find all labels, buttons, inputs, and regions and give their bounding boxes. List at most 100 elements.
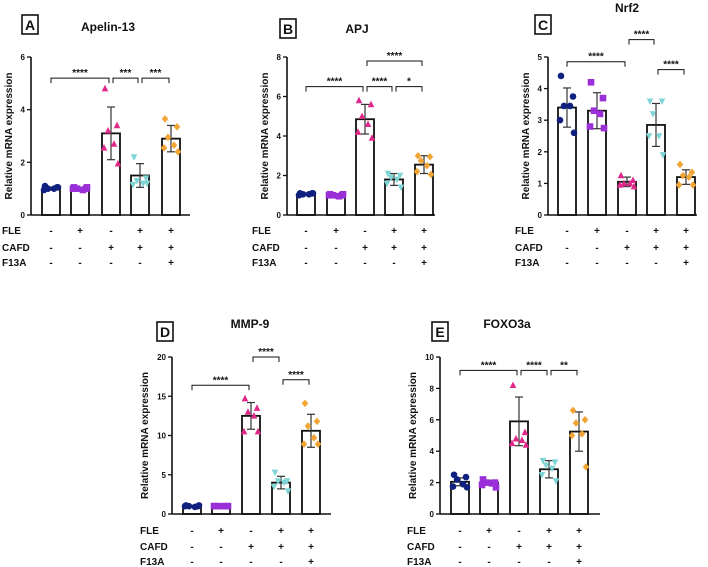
data-point-circle bbox=[566, 102, 574, 110]
treatment-row-label: F13A bbox=[407, 557, 431, 567]
data-point-diamond bbox=[173, 122, 181, 131]
data-point-triangle-down bbox=[393, 176, 401, 184]
data-point-triangle-down bbox=[387, 174, 395, 182]
significance-label: **** bbox=[372, 77, 388, 88]
treatment-sign: + bbox=[218, 526, 224, 537]
data-point-triangle-up bbox=[509, 381, 517, 389]
data-point-diamond bbox=[685, 173, 693, 181]
data-point-circle bbox=[557, 72, 565, 80]
data-point-square bbox=[220, 502, 228, 510]
treatment-sign: - bbox=[219, 557, 222, 567]
panel-d: D MMP-9 0 5 10 15 20 Relative mRNA expression **… bbox=[140, 317, 331, 567]
data-point-triangle-up bbox=[368, 134, 376, 141]
panel-a: A Apelin-13 0 2 4 6 Relative mRNA expression **… bbox=[2, 14, 190, 269]
treatment-sign: - bbox=[392, 258, 395, 269]
data-point-triangle-down bbox=[280, 479, 288, 487]
treatment-sign: - bbox=[654, 258, 657, 269]
treatment-row-label: F13A bbox=[252, 258, 276, 269]
data-point-triangle-down bbox=[271, 469, 279, 477]
data-point-diamond bbox=[161, 115, 169, 123]
y-tick-label: 4 bbox=[21, 106, 26, 115]
y-tick-label: 4 bbox=[538, 85, 543, 94]
data-point-triangle-down bbox=[384, 170, 392, 178]
data-point-diamond bbox=[689, 181, 697, 189]
significance-bracket bbox=[50, 77, 110, 84]
y-tick-label: 6 bbox=[277, 93, 282, 102]
treatment-sign: + bbox=[278, 526, 284, 537]
data-point-circle bbox=[570, 129, 578, 137]
treatment-sign: + bbox=[108, 243, 114, 254]
significance-bracket bbox=[191, 384, 250, 391]
data-point-triangle-down bbox=[383, 180, 391, 188]
data-point-triangle-up bbox=[358, 112, 366, 120]
data-point-diamond bbox=[582, 463, 590, 471]
panel-c: C Nrf2 0 1 2 3 4 5 Relative mRNA expression **** *… bbox=[515, 1, 697, 269]
y-tick-label: 1 bbox=[538, 179, 543, 188]
treatment-sign: - bbox=[109, 258, 112, 269]
treatment-sign: - bbox=[625, 226, 628, 237]
data-point-triangle-up bbox=[367, 100, 375, 108]
data-point-triangle-up bbox=[508, 439, 516, 447]
y-tick-label: 0 bbox=[430, 510, 435, 519]
treatment-sign: + bbox=[308, 526, 314, 537]
significance-bracket bbox=[459, 369, 518, 376]
data-point-triangle-down bbox=[129, 181, 137, 189]
treatment-row-label: F13A bbox=[515, 258, 539, 269]
treatment-sign: - bbox=[625, 258, 628, 269]
data-point-square bbox=[210, 502, 218, 510]
treatment-sign: + bbox=[248, 542, 254, 553]
treatment-row-label: FLE bbox=[140, 526, 159, 537]
data-point-square bbox=[329, 191, 337, 199]
treatment-sign: - bbox=[78, 258, 81, 269]
treatment-row-label: FLE bbox=[2, 226, 21, 237]
treatment-sign: - bbox=[363, 258, 366, 269]
data-point-circle bbox=[462, 473, 470, 481]
treatment-sign: - bbox=[304, 243, 307, 254]
data-point-triangle-up bbox=[617, 171, 625, 179]
data-point-square bbox=[83, 184, 91, 191]
data-point-diamond bbox=[174, 148, 182, 156]
data-point-triangle-up bbox=[241, 394, 249, 402]
significance-label: **** bbox=[258, 347, 274, 358]
y-tick-label: 15 bbox=[157, 392, 166, 401]
treatment-sign: - bbox=[547, 557, 550, 567]
panel-label-box bbox=[279, 18, 297, 39]
treatment-sign: - bbox=[487, 542, 490, 553]
data-point-triangle-up bbox=[100, 144, 108, 151]
data-point-triangle-down bbox=[548, 465, 556, 473]
panel-label-box bbox=[21, 14, 39, 35]
treatment-row-label: F13A bbox=[2, 258, 26, 269]
data-point-triangle-up bbox=[254, 427, 262, 435]
significance-bracket bbox=[395, 86, 423, 92]
treatment-sign: + bbox=[308, 542, 314, 553]
significance-label: ** bbox=[560, 360, 568, 371]
significance-label: *** bbox=[120, 68, 132, 79]
data-point-square bbox=[600, 124, 608, 132]
data-point-triangle-down bbox=[646, 98, 654, 106]
significance-label: **** bbox=[663, 60, 679, 71]
significance-bracket bbox=[520, 369, 548, 376]
significance-label: * bbox=[407, 77, 411, 88]
treatment-sign: - bbox=[517, 526, 520, 537]
treatment-sign: + bbox=[576, 557, 582, 567]
data-point-triangle-down bbox=[142, 175, 150, 182]
treatment-sign: - bbox=[595, 258, 598, 269]
data-point-square bbox=[224, 502, 232, 510]
data-point-triangle-down bbox=[659, 152, 667, 159]
data-point-circle bbox=[556, 116, 564, 124]
data-point-triangle-down bbox=[655, 133, 663, 140]
data-point-diamond bbox=[676, 160, 684, 169]
data-point-triangle-up bbox=[240, 427, 248, 435]
panel-label-box bbox=[534, 14, 552, 35]
data-point-diamond bbox=[427, 170, 435, 179]
significance-bracket bbox=[366, 60, 423, 66]
data-point-triangle-up bbox=[620, 179, 628, 187]
panel-label: C bbox=[538, 17, 548, 33]
treatment-sign: + bbox=[168, 258, 174, 269]
data-point-diamond bbox=[675, 181, 683, 189]
data-point-triangle-up bbox=[244, 408, 252, 415]
data-point-diamond bbox=[413, 167, 421, 176]
treatment-sign: + bbox=[683, 258, 689, 269]
treatment-sign: - bbox=[138, 258, 141, 269]
treatment-sign: - bbox=[190, 542, 193, 553]
